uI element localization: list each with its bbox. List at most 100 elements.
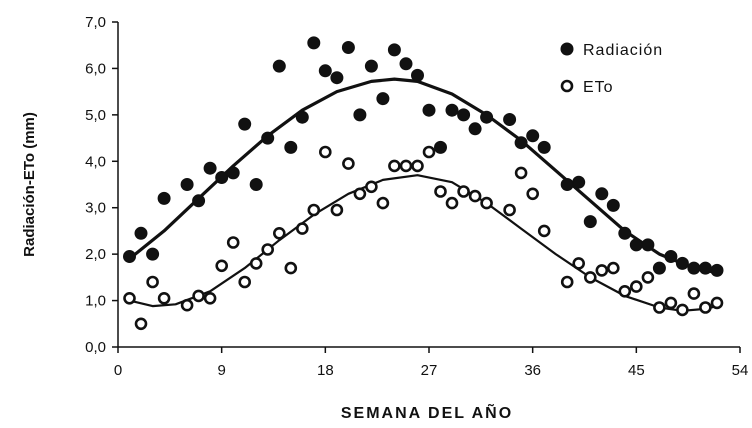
data-point-eto [422, 145, 436, 159]
data-point-radiacion [411, 68, 424, 82]
legend-label-eto: ETo [583, 79, 614, 96]
data-point-radiacion [710, 263, 724, 277]
data-point-radiacion [295, 110, 309, 124]
data-point-radiacion [503, 113, 517, 126]
data-point-eto [226, 236, 240, 249]
data-point-radiacion [307, 36, 321, 50]
data-point-radiacion [687, 261, 701, 275]
data-point-eto [710, 296, 724, 310]
data-point-eto [445, 196, 459, 210]
y-tick-label: 2,0 [85, 246, 106, 263]
data-point-radiacion [652, 261, 666, 275]
data-point-radiacion [445, 103, 459, 117]
data-point-radiacion [387, 43, 401, 57]
data-point-eto [468, 189, 482, 203]
data-point-eto [676, 303, 689, 317]
data-point-radiacion [480, 110, 494, 124]
data-point-radiacion [192, 194, 206, 208]
x-tick-label: 27 [421, 362, 438, 379]
data-point-eto [307, 203, 321, 217]
data-point-radiacion [376, 92, 390, 106]
data-point-eto [388, 159, 401, 173]
x-tick-label: 36 [524, 362, 541, 379]
data-point-eto [411, 159, 424, 173]
data-point-eto [146, 275, 159, 289]
data-point-eto [480, 196, 493, 210]
data-point-eto [583, 271, 597, 284]
legend-marker-eto [560, 79, 574, 93]
data-point-eto [606, 261, 620, 275]
data-point-radiacion [468, 122, 482, 136]
x-axis-title: SEMANA DEL AÑO [341, 402, 513, 422]
data-point-eto [560, 275, 574, 289]
data-point-eto [503, 203, 516, 217]
data-point-radiacion [353, 108, 367, 122]
data-point-eto [295, 222, 309, 235]
ticks: 0,0 1,0 2,0 3,0 4,0 5,0 6,0 7,0 0 9 18 27 36 45 54 [85, 14, 748, 379]
x-tick-label: 45 [628, 362, 645, 379]
y-tick-label: 1,0 [85, 293, 106, 310]
data-point-radiacion [318, 64, 332, 78]
data-point-eto [572, 257, 586, 270]
data-point-eto [434, 185, 447, 198]
data-point-radiacion [180, 178, 194, 191]
data-point-radiacion [226, 166, 240, 180]
data-point-radiacion [618, 226, 632, 240]
data-point-eto [664, 296, 678, 310]
data-point-eto [238, 275, 251, 289]
data-point-radiacion [537, 140, 551, 154]
data-point-radiacion [595, 187, 609, 201]
data-point-radiacion [606, 198, 620, 212]
data-point-radiacion [330, 71, 344, 85]
data-point-radiacion [583, 215, 597, 229]
x-tick-label: 0 [114, 362, 122, 379]
data-point-radiacion [146, 247, 160, 261]
data-point-radiacion [238, 117, 252, 131]
x-tick-label: 18 [317, 362, 334, 379]
data-point-radiacion [284, 140, 298, 154]
x-tick-label: 9 [217, 362, 225, 379]
data-point-radiacion [272, 59, 286, 73]
data-point-eto [653, 301, 666, 314]
data-point-radiacion [698, 261, 712, 275]
data-point-eto [342, 157, 355, 170]
y-axis-title: Radiación-ETo (mm) [21, 112, 38, 257]
data-point-eto [595, 264, 609, 277]
legend-label-radiacion: Radiación [583, 42, 663, 59]
data-point-eto [353, 187, 367, 201]
data-point-eto [629, 280, 643, 293]
data-point-eto [365, 180, 378, 194]
data-point-radiacion [341, 41, 355, 54]
data-point-eto [330, 203, 344, 217]
data-point-eto [284, 261, 298, 275]
data-point-radiacion [123, 250, 136, 263]
data-point-eto [272, 227, 286, 240]
y-tick-label: 7,0 [85, 14, 106, 31]
data-point-eto [399, 159, 413, 173]
data-point-eto [641, 271, 655, 284]
data-point-radiacion [364, 59, 378, 73]
data-point-radiacion [157, 191, 171, 205]
data-point-radiacion [203, 161, 217, 175]
data-point-radiacion [560, 178, 574, 191]
data-point-radiacion [572, 175, 586, 189]
data-point-radiacion [134, 226, 148, 240]
data-point-eto [537, 224, 551, 238]
data-point-eto [157, 291, 171, 305]
data-point-radiacion [629, 238, 643, 252]
data-point-eto [699, 301, 712, 314]
data-point-radiacion [675, 256, 689, 270]
data-point-eto [180, 298, 194, 312]
data-point-radiacion [434, 140, 447, 154]
data-point-radiacion [641, 238, 655, 252]
data-points [123, 36, 724, 331]
trend-lines [128, 77, 718, 312]
x-tick-label: 54 [732, 362, 749, 379]
data-point-eto [192, 289, 205, 303]
data-point-eto [457, 185, 470, 198]
data-point-radiacion [664, 250, 678, 263]
data-point-eto [376, 196, 390, 210]
data-point-eto [134, 317, 148, 331]
data-point-eto [203, 291, 217, 305]
